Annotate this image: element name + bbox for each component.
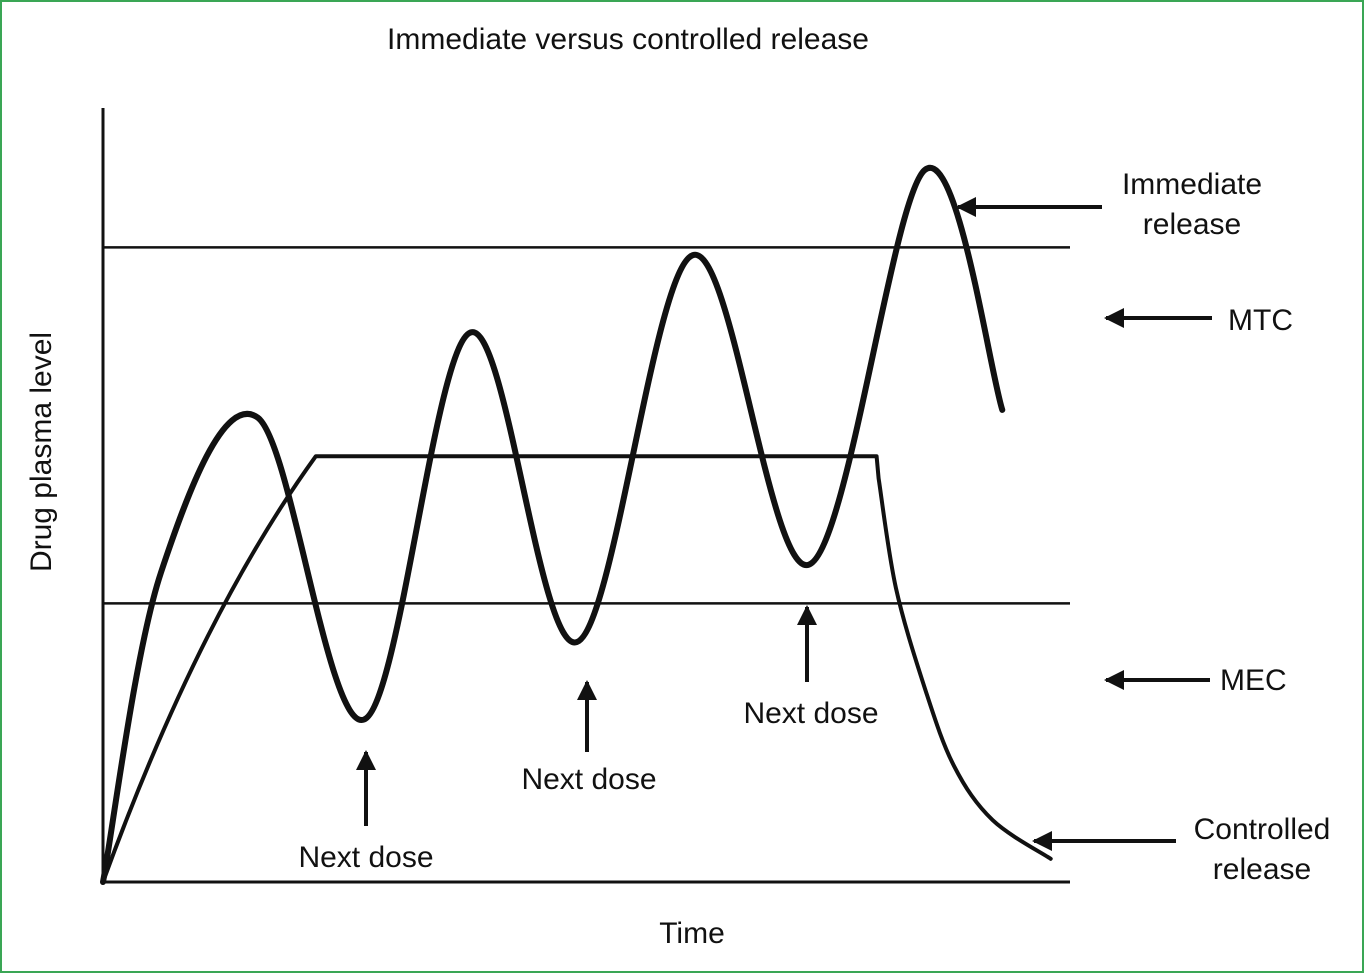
next-dose-label-2: Next dose bbox=[521, 763, 656, 796]
next-dose-label-3: Next dose bbox=[743, 697, 878, 730]
series-immediate-release bbox=[100, 164, 1006, 885]
chart-title: Immediate versus controlled release bbox=[387, 23, 869, 56]
immediate-release-label-line1: Immediate bbox=[1122, 168, 1262, 201]
next-dose-label-1: Next dose bbox=[298, 841, 433, 874]
mtc-label: MTC bbox=[1228, 304, 1293, 337]
x-axis-label: Time bbox=[659, 917, 725, 950]
mec-label: MEC bbox=[1220, 664, 1287, 697]
immediate-release-label-line2: release bbox=[1143, 208, 1241, 241]
y-axis-label: Drug plasma level bbox=[25, 332, 58, 572]
series-controlled-release bbox=[101, 454, 1053, 884]
controlled-release-label-line2: release bbox=[1213, 853, 1311, 886]
controlled-release-label-line1: Controlled bbox=[1194, 813, 1331, 846]
